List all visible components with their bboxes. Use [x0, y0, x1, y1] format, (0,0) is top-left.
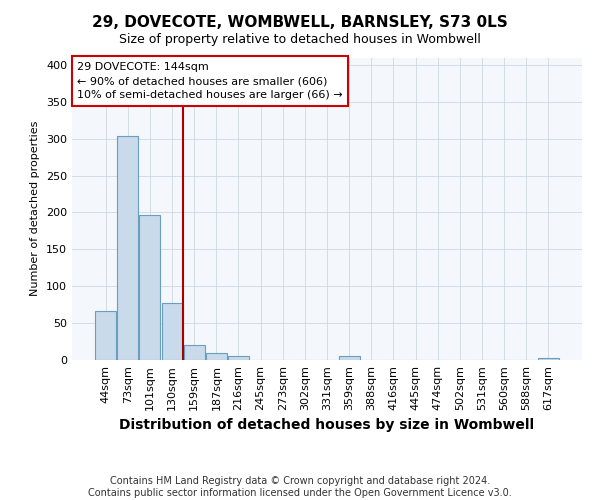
Bar	[538, 358, 559, 360]
Bar	[206, 352, 227, 360]
Bar	[139, 214, 160, 360]
Text: Size of property relative to detached houses in Wombwell: Size of property relative to detached ho…	[119, 32, 481, 46]
Bar	[338, 356, 359, 360]
Text: 29 DOVECOTE: 144sqm
← 90% of detached houses are smaller (606)
10% of semi-detac: 29 DOVECOTE: 144sqm ← 90% of detached ho…	[77, 62, 343, 100]
Text: Contains HM Land Registry data © Crown copyright and database right 2024.
Contai: Contains HM Land Registry data © Crown c…	[88, 476, 512, 498]
Text: 29, DOVECOTE, WOMBWELL, BARNSLEY, S73 0LS: 29, DOVECOTE, WOMBWELL, BARNSLEY, S73 0L…	[92, 15, 508, 30]
Bar	[118, 136, 139, 360]
Bar	[184, 345, 205, 360]
Y-axis label: Number of detached properties: Number of detached properties	[31, 121, 40, 296]
Bar	[161, 303, 182, 360]
X-axis label: Distribution of detached houses by size in Wombwell: Distribution of detached houses by size …	[119, 418, 535, 432]
Bar	[228, 356, 249, 360]
Bar	[95, 310, 116, 360]
